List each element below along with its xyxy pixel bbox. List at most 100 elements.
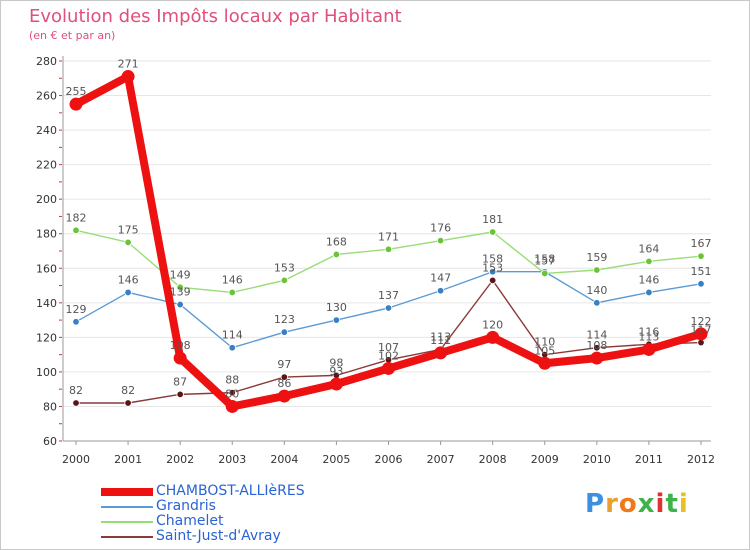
data-point [176,390,184,399]
data-label: 114 [586,329,607,342]
x-tick-label: 2001 [114,453,142,466]
x-tick-label: 2005 [322,453,350,466]
data-label: 98 [329,356,343,369]
data-point [384,245,393,253]
data-label: 175 [118,223,139,236]
data-point [173,351,187,365]
data-label: 159 [586,251,607,264]
data-label: 157 [534,254,555,267]
data-label: 107 [378,341,399,354]
data-point [124,238,132,247]
x-tick-label: 2007 [427,453,455,466]
data-label: 151 [691,265,712,278]
data-point [645,288,653,297]
data-label: 123 [274,313,295,326]
logo-letter: i [655,489,666,519]
data-point [329,377,343,391]
data-label: 113 [638,330,659,343]
data-label: 129 [66,303,87,316]
data-point [593,299,601,307]
data-label: 97 [277,358,291,371]
x-tick-label: 2004 [270,453,298,466]
data-label: 171 [378,230,399,243]
data-label: 82 [69,384,83,397]
legend-swatch-grandris [101,506,153,508]
y-tick-label: 140 [36,297,57,310]
data-point [72,318,80,326]
logo-letter: r [605,489,619,519]
data-point [280,276,289,285]
data-point [280,328,289,336]
logo-letter: P [585,489,606,519]
data-point [121,70,135,84]
data-point [488,276,497,285]
data-point [176,300,184,309]
data-point [280,373,289,381]
data-point [645,257,653,266]
data-point [694,327,708,341]
data-point [124,288,132,297]
data-point [228,344,236,352]
y-tick-label: 80 [43,400,57,413]
logo-letter: i [678,489,689,519]
data-label: 88 [225,374,239,387]
legend-swatch-chamelet [101,521,153,523]
data-label: 149 [170,268,191,281]
data-point [384,304,393,312]
data-label: 130 [326,301,347,314]
data-point [72,399,80,407]
y-tick-label: 260 [36,90,57,103]
legend-label-saint-just: Saint-Just-d'Avray [156,528,281,544]
data-point [225,399,239,413]
data-label: 168 [326,235,347,248]
data-label: 146 [638,273,659,286]
y-tick-label: 220 [36,159,57,172]
data-point [593,266,601,274]
y-tick-label: 120 [36,331,57,344]
data-label: 108 [586,339,607,352]
y-tick-label: 280 [36,55,57,68]
data-point [593,344,601,352]
data-point [332,250,341,259]
data-point [436,287,445,295]
data-label: 120 [482,318,503,331]
x-tick-label: 2012 [687,453,715,466]
data-label: 80 [225,387,239,400]
data-label: 122 [691,315,712,328]
data-label: 117 [691,324,712,337]
legend-label-grandris: Grandris [156,498,216,514]
data-point [176,283,184,291]
data-label: 111 [430,334,451,347]
data-point [488,228,497,236]
x-tick-label: 2011 [635,453,663,466]
y-tick-label: 180 [36,228,57,241]
x-tick-label: 2000 [62,453,90,466]
x-tick-label: 2006 [375,453,403,466]
data-label: 164 [638,242,659,255]
data-label: 139 [170,286,191,299]
y-tick-label: 200 [36,193,57,206]
data-point [69,97,83,111]
logo-letter: x [637,489,656,519]
data-point [697,252,705,260]
data-label: 110 [534,336,555,349]
data-label: 158 [534,253,555,266]
x-tick-label: 2003 [218,453,246,466]
data-point [697,280,705,288]
legend-label-chambost: CHAMBOST-ALLIèRES [156,483,305,499]
data-point [228,288,236,297]
data-label: 146 [118,273,139,286]
data-point [277,389,291,403]
data-point [590,351,604,365]
data-point [382,361,395,375]
y-tick-label: 100 [36,366,57,379]
data-label: 153 [482,261,503,274]
data-label: 82 [121,384,135,397]
data-label: 181 [482,213,503,226]
data-label: 176 [430,222,451,235]
data-point [488,268,497,276]
data-point [332,316,341,324]
data-point [124,399,132,407]
data-label: 87 [173,375,187,388]
